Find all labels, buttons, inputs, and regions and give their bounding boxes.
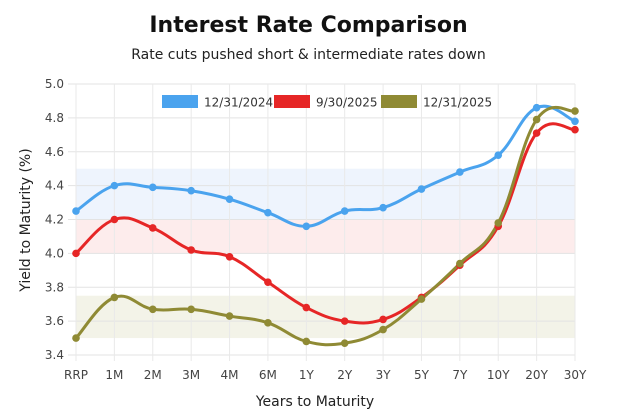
x-tick-label: 1Y [299, 368, 315, 382]
y-tick-label: 3.6 [45, 314, 64, 328]
data-point [187, 186, 195, 195]
data-point [340, 339, 349, 347]
data-point [379, 315, 387, 324]
data-point [456, 259, 464, 268]
data-point [72, 249, 80, 258]
data-point [187, 305, 195, 314]
data-point [148, 224, 157, 232]
shaded-band [76, 168, 575, 220]
data-point [532, 115, 541, 124]
x-tick-label: RRP [64, 368, 88, 382]
series-lines [72, 103, 579, 347]
legend-label: 12/31/2024 [204, 96, 273, 110]
data-point [72, 207, 80, 215]
data-point [417, 185, 426, 193]
data-point [340, 207, 349, 215]
data-point [264, 319, 272, 327]
data-point [110, 293, 119, 302]
y-tick-label: 4.6 [45, 145, 64, 159]
legend-label: 9/30/2025 [316, 96, 378, 110]
data-point [340, 317, 349, 325]
legend: 12/31/2024 9/30/2025 12/31/2025 [162, 95, 492, 110]
chart-subtitle: Rate cuts pushed short & intermediate ra… [131, 47, 486, 63]
legend-swatch [274, 95, 310, 108]
data-point [494, 151, 503, 159]
y-tick-label: 4.8 [45, 111, 64, 125]
y-axis-ticks: 3.4 3.6 3.8 4.0 4.2 4.4 4.6 4.8 5.0 [45, 77, 64, 362]
x-tick-label: 2Y [337, 368, 353, 382]
data-point [264, 208, 272, 217]
y-axis-label: Yield to Maturity (%) [18, 148, 34, 292]
data-point [302, 222, 311, 231]
data-point [225, 252, 234, 261]
y-tick-label: 3.8 [45, 280, 64, 294]
data-point [225, 312, 234, 320]
x-tick-label: 6M [259, 368, 277, 382]
y-tick-label: 3.4 [45, 348, 64, 362]
x-tick-label: 4M [221, 368, 239, 382]
y-tick-label: 4.4 [45, 179, 64, 193]
data-point [72, 334, 80, 342]
x-tick-label: 2M [144, 368, 162, 382]
data-point [148, 305, 157, 314]
data-point [379, 203, 387, 212]
legend-swatch [162, 95, 198, 108]
x-tick-label: 7Y [452, 368, 468, 382]
data-point [379, 325, 387, 334]
data-point [225, 195, 234, 203]
x-tick-label: 30Y [564, 368, 587, 382]
x-tick-label: 3M [182, 368, 200, 382]
y-tick-label: 4.2 [45, 213, 64, 227]
data-point [532, 103, 541, 112]
x-tick-label: 1M [105, 368, 123, 382]
legend-label: 12/31/2025 [423, 96, 492, 110]
y-tick-label: 5.0 [45, 77, 64, 91]
x-axis-ticks: RRP 1M 2M 3M 4M 6M 1Y 2Y 3Y 5Y 7Y 10Y 20Y 30Y [64, 368, 587, 382]
data-point [571, 107, 579, 115]
data-point [302, 303, 311, 312]
legend-swatch [381, 95, 417, 108]
data-point [110, 215, 119, 224]
y-tick-label: 4.0 [45, 246, 64, 260]
data-point [110, 181, 119, 190]
x-axis-label: Years to Maturity [255, 394, 374, 410]
x-tick-label: 20Y [525, 368, 548, 382]
data-point [532, 129, 541, 137]
data-point [148, 183, 157, 192]
x-tick-label: 5Y [414, 368, 430, 382]
data-point [417, 295, 426, 303]
data-point [571, 117, 579, 126]
x-tick-label: 10Y [487, 368, 510, 382]
data-point [302, 337, 311, 346]
data-point [456, 168, 464, 176]
data-point [264, 278, 272, 286]
data-point [571, 125, 579, 134]
chart-title: Interest Rate Comparison [149, 13, 467, 38]
data-point [494, 219, 503, 227]
x-tick-label: 3Y [376, 368, 392, 382]
data-point [187, 246, 195, 254]
